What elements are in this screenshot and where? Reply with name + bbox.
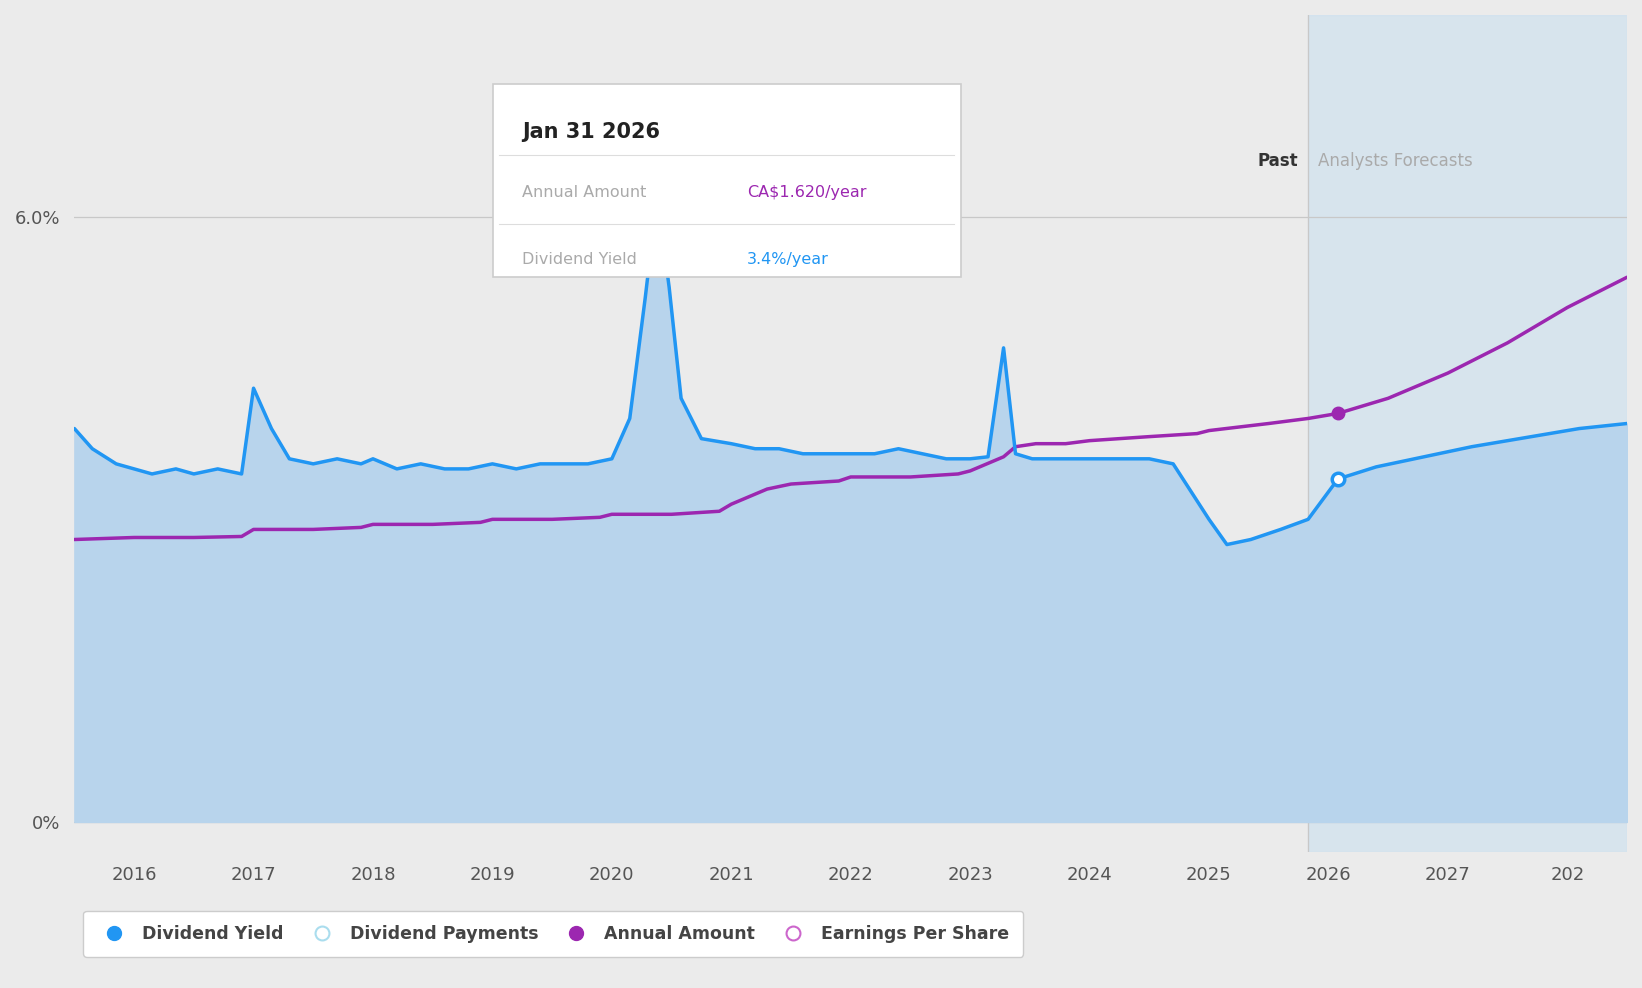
Legend: Dividend Yield, Dividend Payments, Annual Amount, Earnings Per Share: Dividend Yield, Dividend Payments, Annua… (84, 911, 1023, 956)
Text: Analysts Forecasts: Analysts Forecasts (1317, 152, 1473, 170)
Text: Jan 31 2026: Jan 31 2026 (522, 122, 660, 141)
Text: CA$1.620/year: CA$1.620/year (747, 185, 867, 201)
Text: Past: Past (1258, 152, 1299, 170)
Text: 3.4%/year: 3.4%/year (747, 252, 829, 268)
Text: Annual Amount: Annual Amount (522, 185, 647, 201)
Text: Dividend Yield: Dividend Yield (522, 252, 637, 268)
Bar (1309, 15, 1627, 853)
